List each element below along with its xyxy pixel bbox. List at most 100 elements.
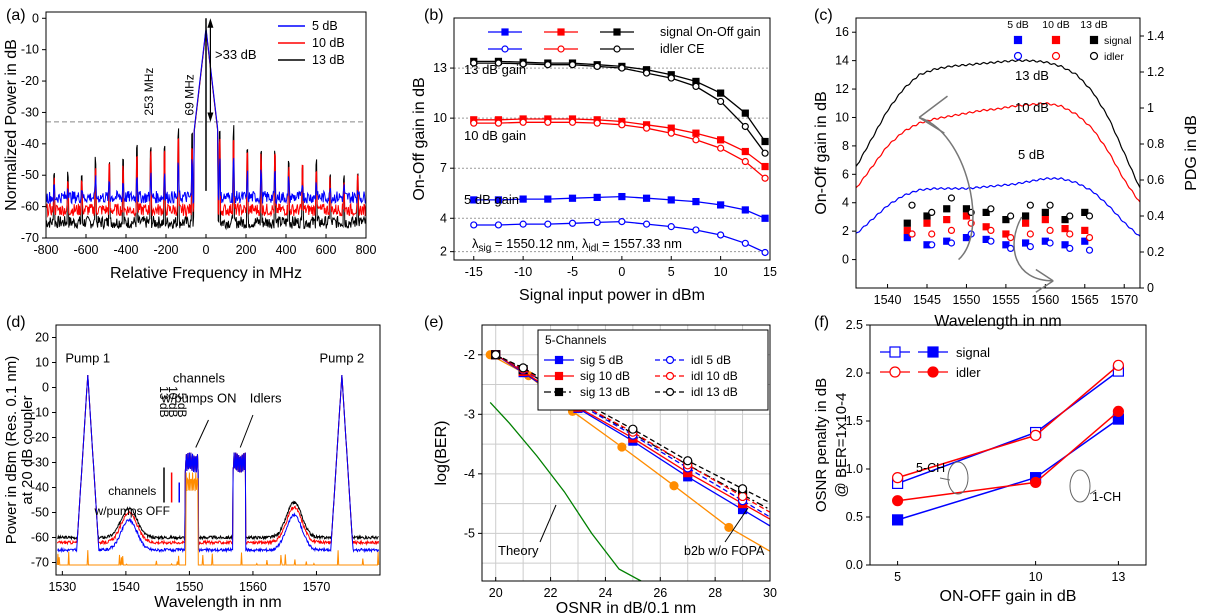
data-point xyxy=(544,220,552,228)
legend-marker xyxy=(1051,51,1061,61)
legend-label: signal On-Off gain xyxy=(660,25,761,39)
pdg-point xyxy=(987,205,995,213)
pdg-point xyxy=(962,205,971,213)
annotation-pointer xyxy=(939,477,951,481)
legend-label: idl 5 dB xyxy=(691,353,731,367)
theory-pointer xyxy=(539,504,557,543)
x-tick-label: 1565 xyxy=(1071,293,1099,307)
data-point xyxy=(1029,476,1042,489)
x-tick-label: 1555 xyxy=(992,293,1020,307)
x-tick-label: 0 xyxy=(203,243,210,257)
pdg-point xyxy=(982,208,990,216)
x-tick-label: -600 xyxy=(73,243,98,257)
pdg-point xyxy=(1026,243,1034,251)
x-axis-label: ON-OFF gain in dB xyxy=(940,588,1077,605)
annotation-channels: channels xyxy=(173,371,226,386)
y-tick-label: -4 xyxy=(464,467,475,481)
data-point xyxy=(470,221,478,229)
data-point xyxy=(761,162,769,171)
legend-box xyxy=(537,329,769,411)
x-tick-label: 28 xyxy=(708,586,722,600)
curve-5-dB xyxy=(855,177,1141,237)
y-axis-label: @ BER=1x10-4 xyxy=(833,393,850,498)
pdg-point xyxy=(1081,237,1089,245)
data-point xyxy=(618,192,626,201)
data-point xyxy=(741,147,749,156)
x-tick-label: 26 xyxy=(653,586,667,600)
legend-marker xyxy=(557,45,565,53)
y-tick-label: 2 xyxy=(842,224,849,238)
x-tick-label: -800 xyxy=(33,243,58,257)
legend-marker xyxy=(1013,35,1023,45)
series-3 xyxy=(897,410,1119,502)
annotation-ellipse xyxy=(947,461,969,495)
x-tick-label: 1560 xyxy=(1031,293,1059,307)
x-tick-label: 1550 xyxy=(176,580,204,594)
plot-frame xyxy=(855,17,1141,289)
data-point xyxy=(761,149,769,157)
annotation-10db: 10 dB gain xyxy=(464,128,526,143)
y-tick-label: 0.0 xyxy=(846,558,863,572)
data-point xyxy=(717,231,725,239)
pdg-point xyxy=(1022,219,1030,227)
data-point xyxy=(642,124,651,132)
plot-frame xyxy=(55,324,381,576)
y-axis-label: log(BER) xyxy=(433,421,450,486)
data-point xyxy=(1029,429,1042,441)
legend-marker xyxy=(554,355,564,365)
pdg-point xyxy=(1022,239,1030,247)
y-tick-label: 8 xyxy=(842,139,849,153)
pdg-point xyxy=(908,201,916,209)
data-point xyxy=(761,174,769,182)
panel-label: (d) xyxy=(6,314,26,331)
pdg-point xyxy=(1007,234,1015,242)
pdg-point xyxy=(943,205,951,213)
data-point xyxy=(692,129,700,137)
data-point xyxy=(717,89,725,97)
legend-marker xyxy=(1089,51,1099,61)
data-point xyxy=(642,220,651,228)
legend-marker xyxy=(1013,51,1023,61)
pdg-point xyxy=(1026,230,1034,238)
pdg-point xyxy=(1061,216,1069,224)
annotation-10db: 10 dB xyxy=(1015,100,1049,115)
arrow-head xyxy=(1035,268,1054,293)
data-point xyxy=(741,109,749,117)
y-tick-label: -50 xyxy=(21,168,39,182)
theory-curve xyxy=(489,401,642,581)
pdg-point xyxy=(1066,230,1074,238)
annotation-gain: >33 dB xyxy=(215,47,257,62)
legend-marker xyxy=(554,371,564,381)
y-tick-label: 2.5 xyxy=(846,318,863,332)
data-point xyxy=(741,122,749,131)
legend-col-label: 13 dB xyxy=(1080,19,1107,31)
data-point xyxy=(692,136,700,144)
y-tick-label: 14 xyxy=(835,54,849,68)
y-tick-label: 16 xyxy=(835,25,849,39)
annotation-pointer xyxy=(1089,489,1097,495)
data-point xyxy=(891,495,904,507)
x-tick-label: 1550 xyxy=(953,293,981,307)
y-tick-label: 13 xyxy=(433,61,447,75)
y-tick-label-right: 1.2 xyxy=(1147,65,1164,79)
legend-marker xyxy=(927,346,939,358)
annotation-1ch: 1-CH xyxy=(1092,490,1121,504)
data-point xyxy=(737,484,748,494)
x-axis-label: Signal input power in dBm xyxy=(519,287,705,304)
y-tick-label: -10 xyxy=(31,406,49,420)
plot-frame xyxy=(869,324,1147,566)
x-tick-label: -15 xyxy=(465,265,483,279)
data-point xyxy=(593,193,601,202)
x-tick-label: -400 xyxy=(113,243,138,257)
annotation-13db: 13 dB xyxy=(157,386,171,417)
panel-label: (e) xyxy=(424,314,444,331)
data-point xyxy=(518,363,528,373)
data-point xyxy=(519,195,527,203)
legend-label: idl 10 dB xyxy=(691,369,738,383)
pdg-point xyxy=(928,230,936,238)
annotation-pump1: Pump 1 xyxy=(65,351,110,366)
arrow-head xyxy=(918,95,948,134)
x-tick-label: 30 xyxy=(763,586,777,600)
data-point xyxy=(741,206,749,214)
x-tick-label: 5 xyxy=(894,570,901,584)
